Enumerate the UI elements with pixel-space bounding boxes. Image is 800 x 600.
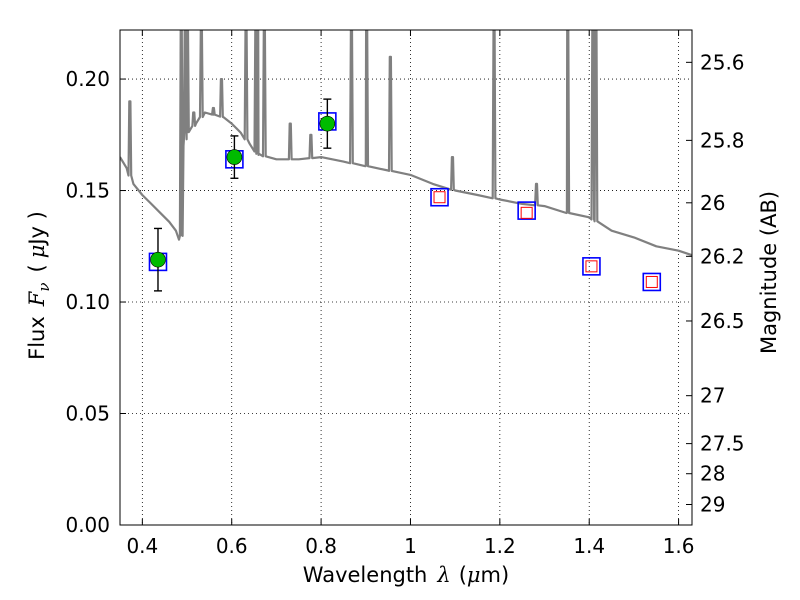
- observed-point: [150, 251, 166, 268]
- y-axis-title: FluxFν(μJy ): [25, 211, 53, 360]
- y-tick-label: 0.05: [65, 402, 110, 426]
- upper-limit-square: [585, 260, 598, 273]
- mag-tick-label: 25.8: [700, 128, 745, 152]
- x-tick-label: 1: [404, 534, 417, 558]
- mag-tick-label: 26.2: [700, 244, 745, 268]
- mag-tick-label: 29: [700, 492, 725, 516]
- plot-frame: [119, 29, 693, 526]
- mag-tick-label: 26.5: [700, 309, 745, 333]
- mag-tick-label: 26: [700, 191, 725, 215]
- x-tick-label: 0.4: [126, 534, 158, 558]
- model-photometry-square: [582, 257, 601, 276]
- axis-ticks: 0.4 0.6 0.8 1 1.2 1.4 1.6 0.00 0.05 0.10 0.15 0.20 2…: [65, 30, 745, 558]
- x-tick-label: 0.8: [305, 534, 337, 558]
- observed-point: [226, 149, 243, 165]
- mag-tick-label: 28: [700, 462, 725, 486]
- photometry-points: [148, 98, 662, 292]
- observed-point: [319, 115, 336, 132]
- model-photometry-square: [642, 272, 662, 292]
- y-tick-label: 0.15: [65, 179, 110, 203]
- model-spectrum-line: [120, 30, 692, 257]
- upper-limit-square: [520, 206, 533, 219]
- model-spectrum: [120, 30, 692, 257]
- x-tick-label: 0.6: [216, 534, 248, 558]
- upper-limit-square: [645, 275, 658, 288]
- model-photometry-square: [430, 187, 449, 207]
- x-tick-label: 1.4: [573, 534, 605, 558]
- mag-tick-label: 25.6: [700, 50, 745, 74]
- mag-tick-label: 27: [700, 384, 725, 408]
- x-tick-label: 1.2: [484, 534, 516, 558]
- model-photometry-square: [517, 201, 536, 220]
- y-tick-label: 0.00: [65, 513, 110, 537]
- x-axis-title: Wavelength λ (μm): [303, 563, 509, 587]
- right-axis-title: Magnitude (AB): [757, 191, 781, 354]
- y-tick-label: 0.10: [65, 290, 110, 314]
- upper-limit-square: [433, 191, 446, 204]
- mag-tick-label: 27.5: [700, 432, 745, 456]
- y-tick-label: 0.20: [65, 67, 110, 91]
- x-tick-label: 1.6: [663, 534, 695, 558]
